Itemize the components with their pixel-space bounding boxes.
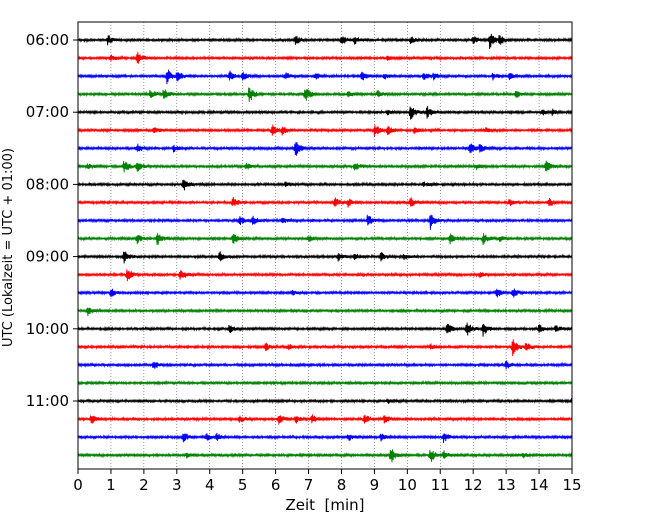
trace-0900	[77, 251, 573, 264]
x-tick-label-10: 10	[398, 476, 417, 494]
y-tick-label-0: 06:00	[26, 31, 69, 49]
plot-frame	[77, 21, 573, 470]
trace-1130	[77, 432, 573, 444]
trace-1145	[77, 449, 573, 463]
trace-1045	[77, 379, 573, 387]
trace-0645	[77, 87, 573, 102]
trace-0600	[77, 33, 573, 50]
y-tick-label-2: 08:00	[26, 175, 69, 193]
x-tick-label-1: 1	[106, 476, 116, 494]
trace-0730	[77, 142, 573, 156]
trace-1100	[77, 397, 573, 405]
trace-1115	[77, 414, 573, 425]
y-axis-ticks: 06:00 07:00 08:00 09:00 10:00 11:00	[26, 31, 78, 410]
seismic-traces	[77, 33, 573, 463]
trace-1030	[77, 360, 573, 370]
x-tick-label-2: 2	[139, 476, 149, 494]
x-axis-ticks: 0 1 2 3 4 5 6 7 8 9 10 11 12 13 14 15	[73, 469, 582, 494]
y-tick-label-4: 10:00	[26, 320, 69, 338]
trace-0930	[77, 288, 573, 298]
y-tick-label-3: 09:00	[26, 248, 69, 266]
trace-1000	[77, 322, 573, 337]
x-tick-label-11: 11	[431, 476, 450, 494]
x-tick-label-14: 14	[530, 476, 549, 494]
x-tick-label-3: 3	[172, 476, 182, 494]
x-tick-label-5: 5	[238, 476, 248, 494]
x-tick-label-9: 9	[370, 476, 380, 494]
trace-1015	[77, 339, 573, 357]
trace-0715	[77, 124, 573, 137]
trace-0745	[77, 160, 573, 173]
trace-0945	[77, 307, 573, 316]
x-tick-label-6: 6	[271, 476, 281, 494]
x-axis-label: Zeit [min]	[285, 496, 364, 514]
x-tick-label-15: 15	[562, 476, 581, 494]
x-tick-label-12: 12	[464, 476, 483, 494]
trace-0845	[77, 233, 573, 245]
trace-0800	[77, 179, 573, 191]
trace-0815	[77, 196, 573, 208]
y-tick-label-5: 11:00	[26, 392, 69, 410]
trace-0615	[77, 51, 573, 64]
x-tick-label-8: 8	[337, 476, 347, 494]
y-tick-label-1: 07:00	[26, 103, 69, 121]
trace-0830	[77, 214, 573, 230]
y-axis-label: UTC (Lokalzeit = UTC + 01:00)	[1, 148, 16, 347]
trace-0630	[77, 69, 573, 85]
x-tick-label-0: 0	[73, 476, 83, 494]
x-tick-label-13: 13	[497, 476, 516, 494]
trace-0915	[77, 269, 573, 282]
x-tick-label-4: 4	[205, 476, 215, 494]
trace-0700	[77, 106, 573, 120]
x-tick-label-7: 7	[304, 476, 314, 494]
